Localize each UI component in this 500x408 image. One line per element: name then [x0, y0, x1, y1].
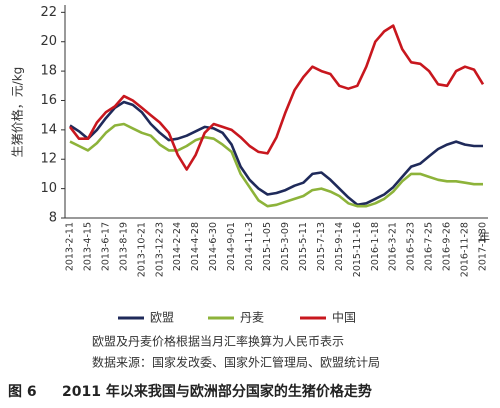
y-tick-label: 8: [49, 211, 57, 226]
x-tick-label: 2016-3-21: [388, 222, 399, 271]
caption-text: 2011 年以来我国与欧洲部分国家的生猪价格走势: [62, 383, 372, 400]
y-tick-label: 20: [40, 34, 57, 49]
x-tick-label: 2016-11-28: [460, 222, 471, 277]
x-tick-label: 2014-4-28: [190, 222, 201, 271]
legend-label: 欧盟: [150, 311, 174, 325]
x-tick-label: 2013-4-15: [82, 222, 93, 271]
x-tick-label: 2014-11-3: [244, 222, 255, 271]
y-tick-label: 22: [40, 5, 57, 20]
x-tick-label: 2013-2-11: [65, 222, 76, 271]
caption-label: 图 6: [8, 384, 37, 400]
x-tick-label: 2014-2-24: [172, 222, 183, 271]
x-tick-label: 2014-6-30: [208, 222, 219, 271]
x-tick-label: 2013-6-17: [100, 222, 111, 271]
x-tick-label: 2013-10-21: [136, 222, 147, 277]
y-tick-label: 16: [40, 93, 57, 108]
x-tick-label: 2015-7-13: [316, 222, 327, 271]
series-line: [69, 100, 483, 207]
x-tick-label: 2014-9-01: [226, 222, 237, 271]
x-tick-label: 2016-9-26: [442, 222, 453, 271]
y-tick-label: 12: [40, 152, 57, 167]
x-tick-label: 2015-11-16: [352, 222, 363, 277]
legend-label: 丹麦: [240, 311, 264, 325]
x-axis-label: 年: [478, 231, 490, 245]
legend-label: 中国: [332, 310, 356, 325]
x-tick-label: 2015-3-09: [280, 222, 291, 271]
y-tick-label: 10: [40, 181, 57, 196]
x-tick-label: 2013-12-23: [154, 222, 165, 277]
note: 数据来源：国家发改委、国家外汇管理局、欧盟统计局: [92, 355, 380, 370]
note: 欧盟及丹麦价格根据当月汇率换算为人民币表示: [92, 334, 344, 349]
series-line: [69, 122, 483, 208]
x-tick-label: 2016-7-25: [424, 222, 435, 271]
x-tick-label: 2015-5-11: [298, 222, 309, 271]
y-tick-label: 14: [40, 122, 57, 137]
x-tick-label: 2015-9-14: [334, 222, 345, 271]
x-tick-label: 2017-1-30: [478, 222, 489, 271]
y-axis-label: 生猪价格，元/kg: [10, 67, 25, 158]
series-line: [68, 24, 485, 171]
y-tick-label: 18: [40, 64, 57, 79]
x-tick-label: 2013-8-19: [118, 222, 129, 271]
x-tick-label: 2015-1-05: [262, 222, 273, 271]
x-tick-label: 2016-5-23: [406, 222, 417, 271]
x-tick-label: 2016-1-18: [370, 222, 381, 271]
